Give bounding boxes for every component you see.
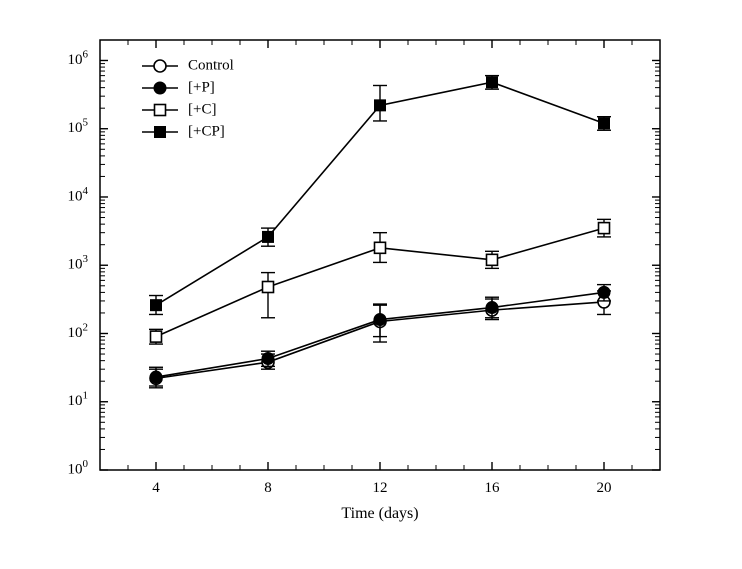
x-tick-label: 16 bbox=[485, 480, 501, 496]
x-axis-label: Time (days) bbox=[341, 505, 418, 522]
legend-label: [+P] bbox=[188, 79, 215, 95]
legend-label: [+C] bbox=[188, 101, 216, 117]
x-tick-label: 20 bbox=[597, 480, 612, 496]
legend-label: [+CP] bbox=[188, 123, 225, 139]
x-tick-label: 8 bbox=[264, 480, 272, 496]
legend-label: Control bbox=[188, 57, 234, 73]
line-chart: 10010110210310410510648121620Time (days)… bbox=[0, 0, 742, 569]
chart-container: 10010110210310410510648121620Time (days)… bbox=[0, 0, 742, 569]
x-tick-label: 4 bbox=[152, 480, 160, 496]
x-tick-label: 12 bbox=[373, 480, 388, 496]
